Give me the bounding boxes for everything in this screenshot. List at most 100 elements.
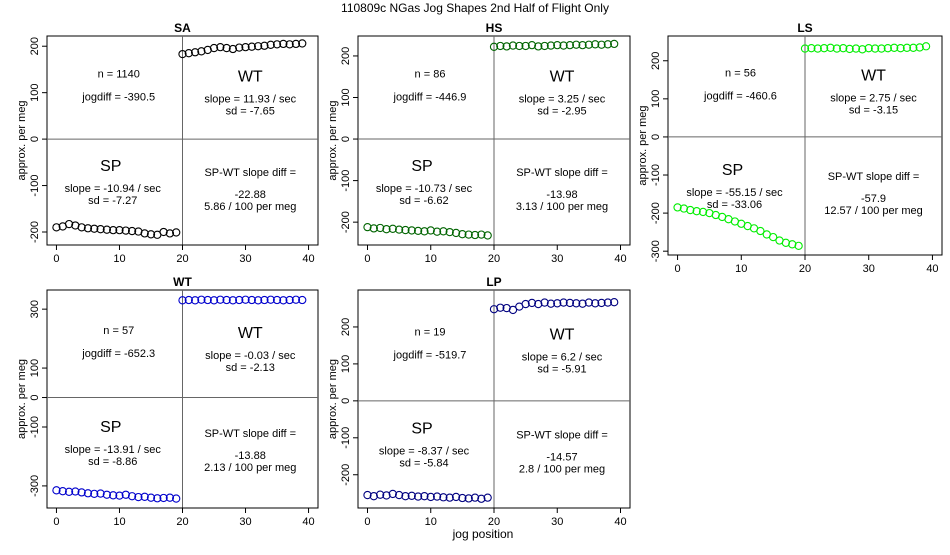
y-tick-label: 200 [29,37,41,55]
wt-point [272,40,282,49]
y-tick-label: -300 [29,475,41,497]
y-tick-label: -300 [650,240,662,262]
wt-sd-text: sd = -2.13 [226,362,275,374]
sp-point [781,238,791,247]
sp-point [401,225,410,235]
sp-point [394,225,404,234]
sp-point [165,493,175,502]
slope-diff-value: -13.98 [546,189,577,201]
wt-point [184,295,193,305]
x-tick-label: 40 [302,253,314,265]
wt-point [565,298,575,308]
sp-point [172,494,181,503]
slope-diff-value: -13.88 [235,450,266,462]
sp-point [153,494,162,503]
wt-sd-text: sd = -3.15 [849,104,898,116]
sp-point [679,204,689,213]
sp-point [375,490,385,499]
sp-point [686,205,695,215]
wt-point [819,44,829,53]
x-tick-label: 10 [113,516,125,528]
wt-point [247,295,256,305]
sp-label: SP [100,419,121,436]
wt-point [241,42,250,52]
sp-point [109,491,118,500]
x-tick-label: 20 [176,516,188,528]
sp-sd-text: sd = -6.62 [399,195,448,207]
wt-point [915,43,924,52]
sp-point [146,230,156,239]
shared-x-axis-label: jog position [452,527,514,541]
jogdiff-text: jogdiff = -460.6 [703,90,777,102]
wt-sd-text: sd = -7.65 [226,106,275,118]
sp-point [439,227,448,236]
sp-point [90,489,99,499]
x-tick-label: 30 [239,253,251,265]
x-tick-label: 20 [488,516,500,528]
wt-point [890,43,899,52]
sp-point [369,224,378,233]
y-tick-label: 100 [340,355,352,373]
y-tick-label: -100 [650,164,662,186]
sp-point [470,230,480,240]
y-axis-label: approx. per meg [637,105,649,185]
sp-point [407,226,416,235]
wt-point [216,295,225,304]
y-tick-label: -100 [29,175,41,197]
y-tick-label: 0 [29,136,41,142]
sp-point [159,227,168,237]
wt-point [197,295,206,304]
wt-point [845,44,854,54]
y-tick-label: 200 [340,318,352,336]
sp-point [363,490,372,500]
wt-point [203,295,212,305]
wt-point [527,40,537,50]
wt-point [253,42,263,51]
main-title: 110809c NGas Jog Shapes 2nd Half of Flig… [341,1,609,15]
sp-point [420,492,429,501]
x-tick-label: 30 [863,263,875,275]
sp-point [439,493,448,502]
sp-point [458,493,467,503]
sp-point [96,489,105,498]
panel-hs: HS 0 10 20 30 40 -200 -100 0 100 200 approx. per me… [327,21,631,265]
wt-sd-text: sd = -2.95 [537,106,586,118]
x-tick-label: 0 [364,253,370,265]
wt-point [496,41,505,51]
sp-label: SP [411,158,432,175]
wt-point [826,43,835,52]
wt-point [896,44,905,53]
sp-slope-text: slope = -55.15 / sec [686,187,783,199]
wt-point [877,44,886,53]
wt-point [565,40,575,50]
slope-diff-rate: 3.13 / 100 per meg [516,201,608,213]
sp-point [382,491,391,500]
sp-point [673,203,682,212]
wt-point [489,305,499,314]
sp-point [464,230,473,239]
wt-point [597,40,606,49]
wt-point [235,295,244,305]
x-axis: 0 10 20 30 40 [364,507,627,528]
wt-point [228,44,238,54]
y-tick-label: 100 [340,88,352,106]
sp-point [445,227,454,237]
slope-diff-rate: 2.8 / 100 per meg [519,463,605,475]
y-axis-label: approx. per meg [327,100,339,180]
sp-point [90,224,99,233]
wt-point [597,298,606,308]
sp-slope-text: slope = -8.37 / sec [379,445,470,457]
jogdiff-text: jogdiff = -652.3 [81,348,155,360]
slope-diff-value: -22.88 [235,189,266,201]
sp-sd-text: sd = -7.27 [88,195,137,207]
wt-point [527,298,537,308]
sp-point [52,486,61,495]
x-tick-label: 30 [239,516,251,528]
wt-point [578,40,587,50]
sp-label: SP [100,158,121,175]
sp-sd-text: sd = -33.06 [707,199,762,211]
sp-point [483,493,492,502]
sp-point [83,489,93,498]
y-tick-label: 100 [650,90,662,108]
y-axis: -200 -100 0 100 200 [340,318,358,486]
